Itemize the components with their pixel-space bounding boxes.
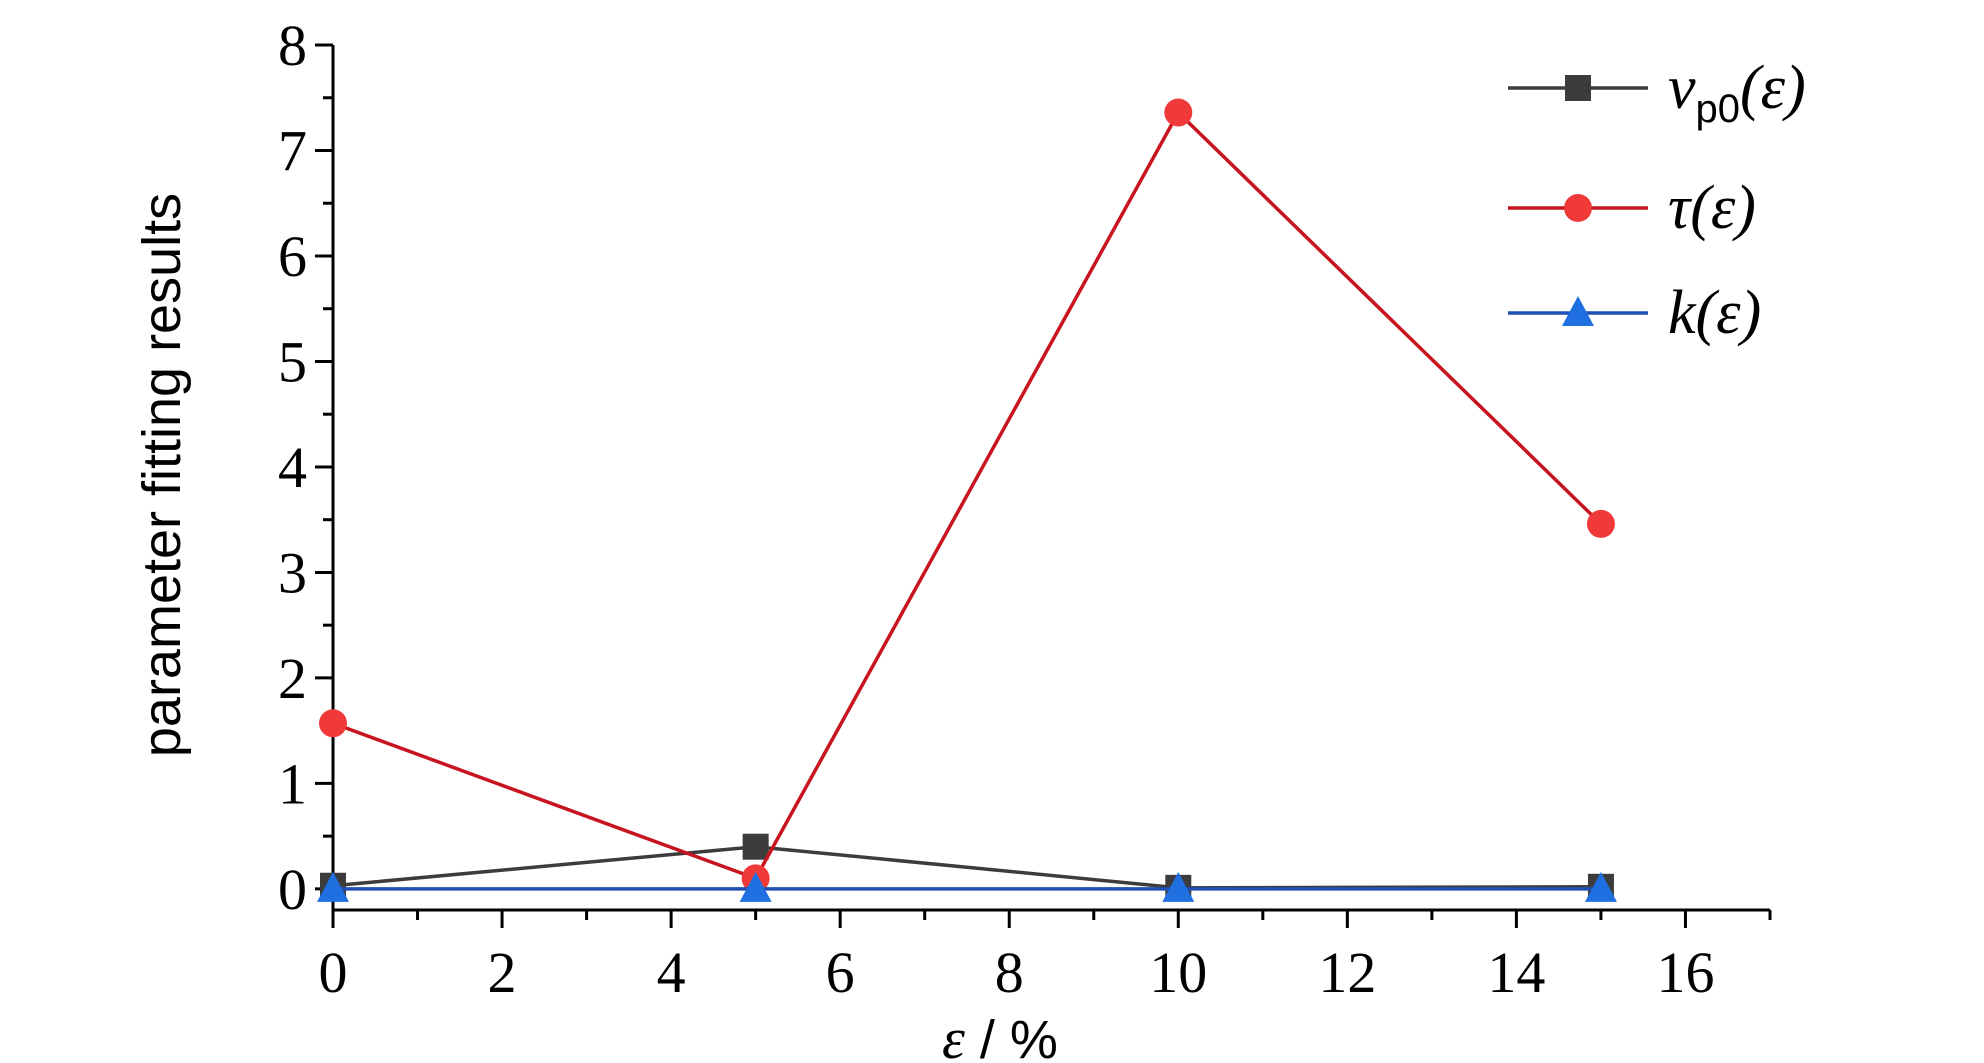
data-point-k	[1584, 871, 1617, 902]
x-axis-label-symbol: ε	[942, 1006, 965, 1063]
legend-label-tau: τ(ε)	[1668, 174, 1756, 242]
legend-marker-k	[1562, 296, 1594, 326]
x-tick-label: 2	[488, 940, 517, 1005]
legend-marker-vp0	[1565, 75, 1591, 101]
legend-label-vp0: νp0(ε)	[1668, 54, 1806, 131]
data-point-tau	[1586, 509, 1615, 538]
y-tick-label: 5	[278, 329, 307, 394]
data-point-k	[739, 871, 772, 902]
y-tick-label: 4	[278, 435, 307, 500]
legend-marker-tau	[1564, 194, 1592, 222]
y-tick-label: 1	[278, 751, 307, 816]
y-tick-label: 6	[278, 224, 307, 289]
legend-label-sub: p0	[1696, 87, 1741, 131]
x-tick-label: 8	[995, 940, 1024, 1005]
y-tick-label: 7	[278, 118, 307, 183]
data-point-k	[1162, 871, 1195, 902]
x-axis-label: ε / %	[942, 1006, 1058, 1063]
series-vp0	[320, 833, 1614, 901]
x-tick-label: 0	[319, 940, 348, 1005]
legend: νp0(ε) τ(ε) k(ε)	[1508, 54, 1806, 347]
data-point-vp0	[742, 833, 769, 860]
legend-label-tail: (ε)	[1740, 54, 1806, 122]
x-axis-label-rest: / %	[965, 1010, 1058, 1063]
x-tick-label: 16	[1656, 940, 1714, 1005]
x-tick-label: 14	[1487, 940, 1545, 1005]
series-k	[317, 871, 1617, 902]
legend-item-vp0: νp0(ε)	[1508, 54, 1806, 131]
x-tick-label: 4	[657, 940, 686, 1005]
data-point-tau	[319, 709, 347, 738]
y-tick-label: 8	[278, 13, 307, 78]
legend-item-tau: τ(ε)	[1508, 174, 1756, 242]
x-tick-label: 12	[1318, 940, 1376, 1005]
legend-label-main: ν	[1668, 54, 1696, 122]
series-layer	[317, 98, 1617, 902]
x-tick-label: 10	[1149, 940, 1207, 1005]
legend-item-k: k(ε)	[1508, 279, 1761, 347]
data-point-k	[317, 871, 349, 902]
series-line-vp0	[332, 844, 1601, 890]
y-tick-label: 0	[278, 857, 307, 922]
series-line-tau	[332, 109, 1603, 881]
series-tau	[319, 98, 1615, 893]
legend-label-k: k(ε)	[1668, 279, 1761, 347]
axes	[331, 45, 1770, 912]
y-tick-label: 3	[278, 540, 307, 605]
data-point-tau	[1164, 98, 1193, 127]
y-tick-label: 2	[278, 646, 307, 711]
y-axis-label: parameter fitting results	[132, 193, 192, 757]
legend-label-main: τ(ε)	[1668, 174, 1756, 242]
legend-label-main: k(ε)	[1668, 279, 1761, 347]
x-tick-label: 6	[826, 940, 855, 1005]
